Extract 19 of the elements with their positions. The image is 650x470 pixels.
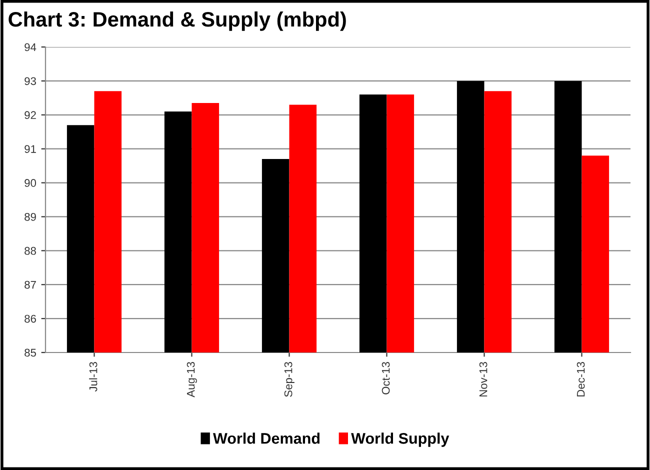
legend-label: World Supply bbox=[351, 432, 450, 447]
x-tick-label: Nov-13 bbox=[479, 362, 488, 396]
y-tick-label: 94 bbox=[24, 43, 36, 52]
x-tick-label: Oct-13 bbox=[382, 362, 390, 394]
x-tick-label: Sep-13 bbox=[284, 362, 294, 397]
legend-label: World Demand bbox=[212, 432, 320, 444]
x-tick-label: Dec-13 bbox=[576, 362, 585, 396]
y-tick-label: 87 bbox=[24, 280, 36, 289]
y-tick-label: 86 bbox=[24, 314, 36, 323]
y-tick-label: 85 bbox=[24, 348, 36, 357]
y-tick-label: 89 bbox=[24, 212, 36, 221]
y-tick-label: 92 bbox=[24, 111, 36, 120]
y-tick-label: 91 bbox=[24, 145, 36, 153]
y-tick-label: 90 bbox=[24, 179, 36, 187]
y-tick-label: 88 bbox=[24, 246, 36, 255]
y-tick-label: 93 bbox=[24, 77, 36, 86]
x-tick-label: Aug-13 bbox=[186, 362, 197, 398]
x-tick-label: Jul-13 bbox=[89, 362, 98, 392]
chart-title: Chart 3: Demand & Supply (mbpd) bbox=[8, 11, 346, 31]
